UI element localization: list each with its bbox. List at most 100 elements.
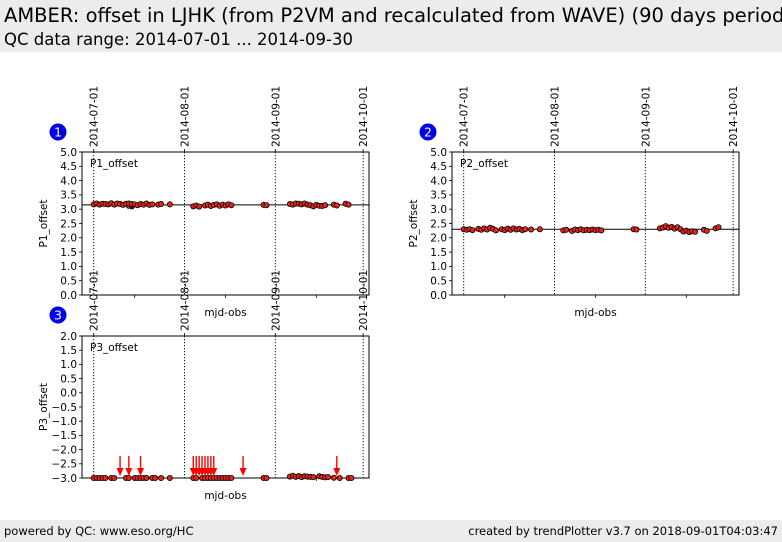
data-point — [166, 474, 173, 481]
charts-svg: 2014-07-01 2014-08-01 2014-09-01 2014-10-01… — [38, 86, 740, 502]
data-point — [492, 227, 499, 234]
data-point — [336, 474, 343, 481]
chart-panel-1: 2014-07-01 2014-08-01 2014-09-01 2014-10-01… — [38, 86, 370, 319]
panel-label: P1_offset — [90, 158, 138, 170]
data-point — [348, 474, 355, 481]
chart-panel-2: 2014-07-01 2014-08-01 2014-09-01 2014-10-01… — [408, 86, 740, 319]
chart-panel-3: 2014-07-01 2014-08-01 2014-09-01 2014-10-01… — [38, 270, 370, 502]
y-tick-label: 2.0 — [60, 233, 77, 245]
month-tick-label: 2014-09-01 — [640, 86, 652, 147]
page-subtitle: QC data range: 2014-07-01 ... 2014-09-30 — [4, 30, 353, 49]
data-point — [522, 226, 529, 233]
data-point — [310, 474, 317, 481]
month-tick-label: 2014-09-01 — [270, 270, 282, 331]
month-tick-label: 2014-08-01 — [550, 86, 562, 147]
panel-label: P2_offset — [460, 158, 508, 170]
data-point — [158, 474, 165, 481]
y-tick-label: 2.5 — [60, 218, 77, 230]
y-tick-label: −2.0 — [52, 444, 78, 456]
x-axis-label: mjd-obs — [204, 307, 246, 319]
month-tick-label: 2014-08-01 — [180, 86, 192, 147]
month-tick-label: 2014-07-01 — [89, 86, 101, 147]
y-axis-label: P3_offset — [38, 383, 50, 431]
y-tick-label: 3.0 — [430, 204, 447, 216]
data-point — [196, 203, 203, 210]
data-point — [703, 227, 710, 234]
x-axis-label: mjd-obs — [574, 307, 616, 319]
data-point — [633, 226, 640, 233]
data-point — [228, 202, 235, 209]
data-point — [125, 474, 132, 481]
month-tick-label: 2014-07-01 — [89, 270, 101, 331]
plot-area: 2014-07-01 2014-08-01 2014-09-01 2014-10-01… — [0, 52, 782, 520]
month-tick-label: 2014-10-01 — [728, 86, 740, 147]
data-point — [263, 202, 270, 209]
data-point — [228, 474, 235, 481]
data-point — [152, 474, 159, 481]
y-tick-label: 4.5 — [430, 161, 447, 173]
data-point — [598, 227, 605, 234]
y-tick-label: 1.5 — [60, 345, 77, 357]
data-point — [322, 202, 329, 209]
month-tick-label: 2014-08-01 — [180, 270, 192, 331]
data-point — [111, 474, 118, 481]
data-point — [345, 201, 352, 208]
footer-created-by: created by trendPlotter v3.7 on 2018-09-… — [468, 524, 778, 538]
y-tick-label: 0.0 — [430, 290, 447, 302]
data-point — [158, 201, 165, 208]
panel-number-text: 3 — [54, 308, 62, 323]
header: AMBER: offset in LJHK (from P2VM and rec… — [0, 0, 782, 52]
y-tick-label: 0.5 — [60, 373, 77, 385]
data-point — [536, 226, 543, 233]
panel-number-badge — [49, 123, 67, 141]
month-tick-label: 2014-09-01 — [270, 86, 282, 147]
x-axis-label: mjd-obs — [204, 490, 246, 502]
outlier-arrow-head — [333, 468, 341, 476]
panel-number-badge — [49, 306, 67, 324]
data-point — [330, 474, 337, 481]
y-tick-label: 0.5 — [430, 276, 447, 288]
y-tick-label: 2.0 — [430, 233, 447, 245]
panel-number-text: 1 — [54, 125, 62, 140]
y-tick-label: 1.5 — [60, 247, 77, 259]
y-tick-label: 4.5 — [60, 161, 77, 173]
data-point — [563, 226, 570, 233]
data-point — [692, 228, 699, 235]
y-tick-label: 3.5 — [60, 190, 77, 202]
y-tick-label: 5.0 — [430, 147, 447, 159]
y-tick-label: 4.0 — [430, 175, 447, 187]
data-point — [193, 474, 200, 481]
month-tick-label: 2014-07-01 — [459, 86, 471, 147]
y-tick-label: −1.0 — [52, 416, 78, 428]
plot-frame — [451, 151, 740, 296]
page-title: AMBER: offset in LJHK (from P2VM and rec… — [4, 4, 782, 27]
y-tick-label: 3.0 — [60, 204, 77, 216]
data-point — [149, 201, 156, 208]
outlier-arrow-head — [137, 468, 145, 476]
month-tick-label: 2014-10-01 — [358, 270, 370, 331]
y-tick-label: 4.0 — [60, 175, 77, 187]
panel-number-badge — [419, 123, 437, 141]
y-tick-label: 0.0 — [60, 290, 77, 302]
data-point — [263, 474, 270, 481]
y-axis-label: P2_offset — [408, 200, 420, 248]
plot-frame — [81, 335, 370, 479]
data-point — [333, 202, 340, 209]
y-tick-label: 2.0 — [60, 331, 77, 343]
y-tick-label: 1.0 — [430, 261, 447, 273]
data-point — [102, 474, 109, 481]
y-tick-label: 3.5 — [430, 190, 447, 202]
data-point — [324, 474, 331, 481]
footer-powered-by: powered by QC: www.eso.org/HC — [4, 524, 194, 538]
y-tick-label: −1.5 — [52, 430, 78, 442]
data-point — [469, 227, 476, 234]
footer: powered by QC: www.eso.org/HC created by… — [0, 520, 782, 542]
data-point — [166, 201, 173, 208]
plot-frame — [81, 151, 370, 296]
y-tick-label: 0.0 — [60, 388, 77, 400]
y-tick-label: −0.5 — [52, 402, 78, 414]
y-tick-label: 1.0 — [60, 261, 77, 273]
y-tick-label: −2.5 — [52, 459, 78, 471]
y-tick-label: 1.5 — [430, 247, 447, 259]
outlier-arrow-head — [125, 468, 133, 476]
